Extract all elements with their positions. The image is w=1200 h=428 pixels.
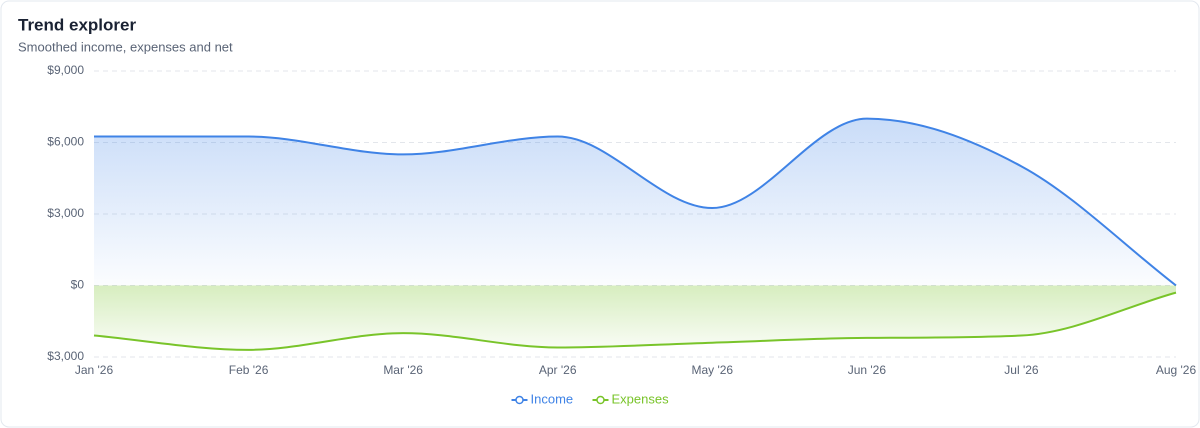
y-tick-label: $3,000 [47, 349, 84, 363]
y-tick-label: $9,000 [47, 63, 84, 77]
x-tick-label: Feb '26 [229, 363, 269, 377]
y-tick-label: $3,000 [47, 206, 84, 220]
x-tick-label: May '26 [691, 363, 733, 377]
legend-label: Income [531, 391, 574, 406]
line [93, 117, 1177, 287]
legend-label: Expenses [612, 391, 670, 406]
line [93, 291, 1177, 351]
x-tick-label: Mar '26 [383, 363, 423, 377]
x-tick-label: Jan '26 [75, 363, 114, 377]
x-tick-label: Jul '26 [1004, 363, 1039, 377]
legend-marker [515, 395, 524, 405]
y-tick-label: $6,000 [47, 135, 84, 149]
x-tick-label: Apr '26 [539, 363, 577, 377]
area [94, 285, 1176, 350]
chart-title: Trend explorer [18, 15, 136, 34]
chart-subtitle: Smoothed income, expenses and net [18, 39, 233, 54]
area [94, 118, 1176, 286]
x-tick-label: Jun '26 [848, 363, 887, 377]
y-tick-label: $0 [71, 278, 85, 292]
x-tick-label: Aug '26 [1156, 363, 1197, 377]
legend-marker [596, 395, 605, 405]
legend-item: Expenses [592, 391, 670, 406]
legend-item: Income [511, 391, 574, 406]
